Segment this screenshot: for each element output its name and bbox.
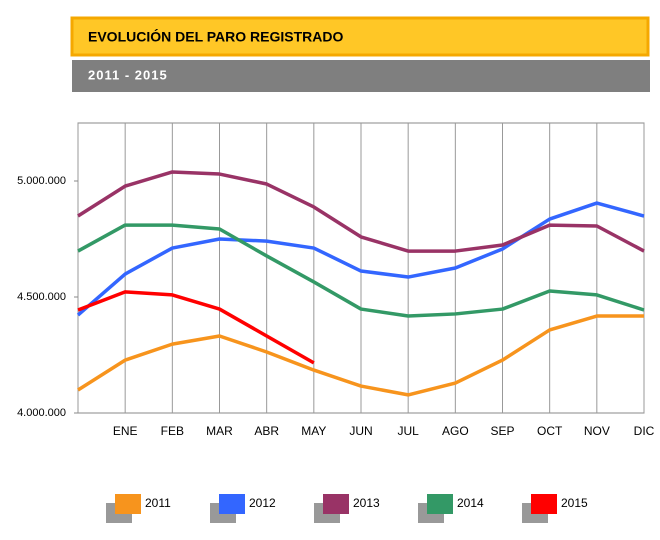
legend-swatch	[531, 494, 557, 514]
series-line	[76, 201, 645, 317]
legend-swatch	[427, 494, 453, 514]
y-tick-label: 4.000.000	[17, 407, 66, 419]
x-tick-label: ENE	[113, 424, 138, 438]
legend-label: 2015	[561, 496, 588, 510]
chart-subtitle: 2011 - 2015	[88, 67, 168, 82]
x-tick-label: OCT	[537, 424, 563, 438]
legend-swatch	[219, 494, 245, 514]
legend-label: 2013	[353, 496, 380, 510]
series-line	[77, 314, 644, 397]
chart-title: EVOLUCIÓN DEL PARO REGISTRADO	[88, 28, 344, 45]
y-tick-label: 4.500.000	[17, 291, 66, 303]
series-line	[77, 290, 315, 365]
series-line	[77, 170, 645, 253]
subtitle-bar	[72, 60, 650, 92]
legend-label: 2014	[457, 496, 484, 510]
x-tick-label: SEP	[490, 424, 514, 438]
x-tick-label: DIC	[634, 424, 655, 438]
legend-swatch	[115, 494, 141, 514]
title-bar	[70, 16, 650, 57]
legend-swatch	[323, 494, 349, 514]
x-tick-label: FEB	[161, 424, 184, 438]
x-tick-label: JUL	[397, 424, 419, 438]
legend-label: 2012	[249, 496, 276, 510]
x-tick-label: MAY	[301, 424, 326, 438]
y-tick-label: 5.000.000	[17, 175, 66, 187]
legend-label: 2011	[145, 496, 171, 510]
x-tick-label: NOV	[584, 424, 610, 438]
x-tick-label: ABR	[254, 424, 279, 438]
x-tick-label: MAR	[206, 424, 233, 438]
series-line	[77, 223, 645, 318]
x-tick-label: JUN	[349, 424, 372, 438]
x-tick-label: AGO	[442, 424, 469, 438]
